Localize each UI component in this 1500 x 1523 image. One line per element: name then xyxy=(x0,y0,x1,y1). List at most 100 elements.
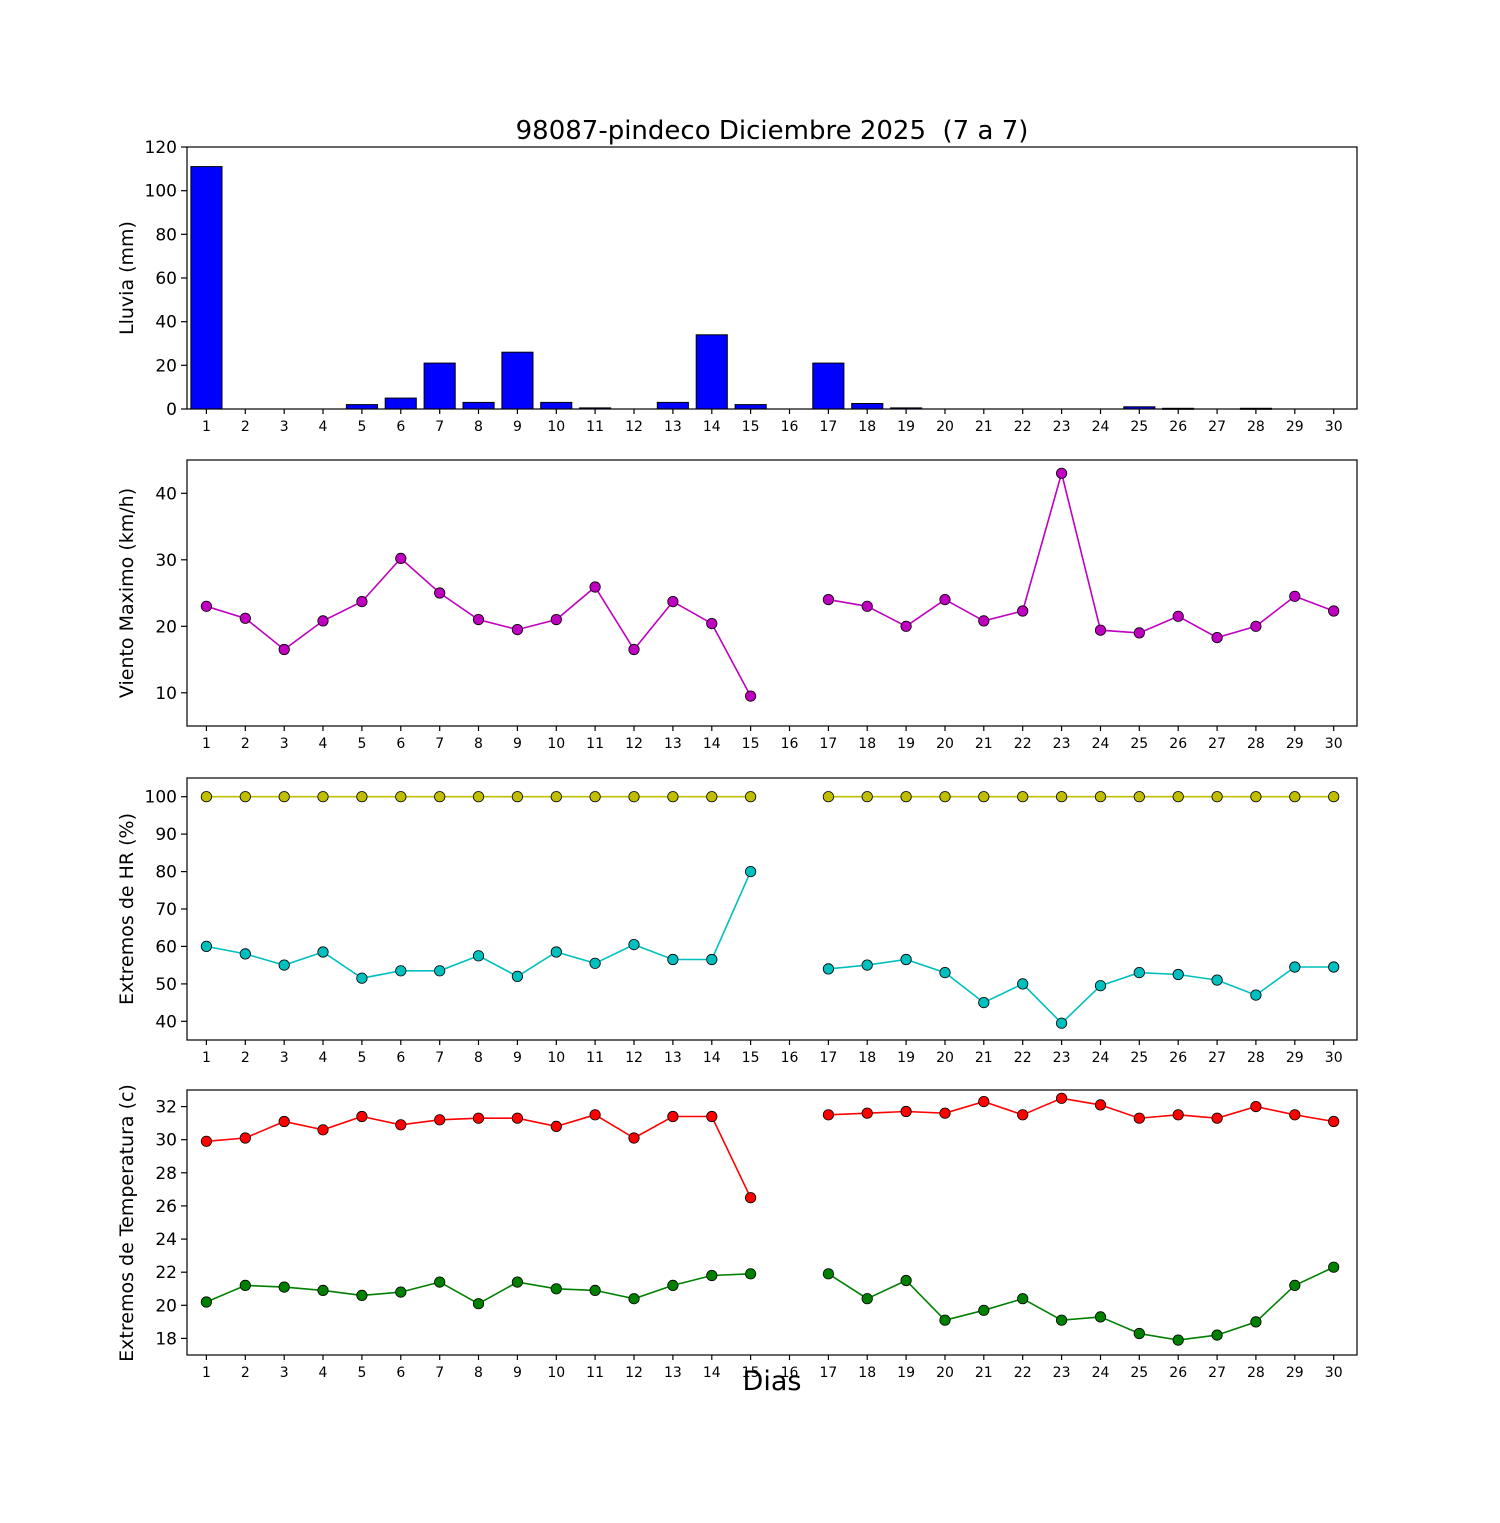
marker xyxy=(511,970,524,983)
x-tick-label: 20 xyxy=(936,1050,954,1066)
marker xyxy=(589,791,601,803)
marker xyxy=(1017,605,1029,617)
marker xyxy=(1289,961,1301,973)
marker xyxy=(667,1279,679,1292)
marker xyxy=(434,1276,446,1288)
x-tick-label: 23 xyxy=(1053,1050,1071,1066)
x-tick-label: 1 xyxy=(202,736,211,752)
chart-title: 98087-pindeco Diciembre 2025 (7 a 7) xyxy=(515,116,1029,146)
marker xyxy=(861,959,873,971)
x-tick-label: 10 xyxy=(547,736,565,752)
marker xyxy=(861,600,873,612)
x-tick-label: 29 xyxy=(1286,419,1304,435)
marker xyxy=(939,1314,951,1326)
marker xyxy=(1056,467,1068,479)
marker xyxy=(1094,1311,1107,1323)
y-tick-label: 30 xyxy=(155,551,177,571)
marker xyxy=(1017,1293,1029,1305)
x-tick-label: 8 xyxy=(474,1365,483,1381)
marker xyxy=(667,1110,679,1123)
x-tick-label: 19 xyxy=(897,736,915,752)
x-tick-label: 8 xyxy=(474,419,483,435)
x-tick-label: 29 xyxy=(1286,1365,1304,1381)
x-tick-label: 25 xyxy=(1130,1365,1148,1381)
x-tick-label: 1 xyxy=(202,419,211,435)
marker xyxy=(317,791,329,803)
marker xyxy=(200,1296,212,1308)
y-tick-label: 26 xyxy=(155,1197,177,1217)
x-tick-label: 18 xyxy=(858,1365,876,1381)
x-tick-label: 6 xyxy=(396,419,405,435)
marker xyxy=(939,966,951,979)
x-tick-label: 19 xyxy=(897,419,915,435)
marker xyxy=(1017,791,1029,803)
line xyxy=(206,1266,1335,1341)
marker xyxy=(550,1120,562,1133)
marker xyxy=(434,587,446,599)
x-tick-label: 6 xyxy=(396,736,405,752)
x-tick-label: 11 xyxy=(586,1050,604,1066)
marker xyxy=(1289,590,1301,602)
marker xyxy=(200,940,212,953)
marker xyxy=(822,963,835,975)
x-tick-label: 28 xyxy=(1247,1050,1265,1066)
x-tick-label: 30 xyxy=(1325,736,1343,752)
x-tick-label: 22 xyxy=(1014,419,1032,435)
marker xyxy=(395,1286,407,1298)
marker xyxy=(1056,1314,1068,1326)
y-tick-label: 80 xyxy=(155,863,177,883)
marker xyxy=(744,1268,757,1280)
marker xyxy=(511,623,524,636)
x-tick-label: 12 xyxy=(625,419,643,435)
x-tick-label: 23 xyxy=(1053,1365,1071,1381)
marker xyxy=(628,643,640,656)
marker xyxy=(1211,1329,1223,1341)
y-tick-label: 20 xyxy=(155,617,177,637)
marker xyxy=(1017,978,1029,990)
marker xyxy=(511,1276,524,1288)
bar xyxy=(384,397,417,410)
marker xyxy=(978,615,990,627)
marker xyxy=(744,690,757,702)
marker xyxy=(1328,961,1340,973)
marker xyxy=(589,581,601,593)
x-tick-label: 14 xyxy=(703,1050,721,1066)
x-tick-label: 17 xyxy=(819,736,837,752)
marker xyxy=(317,946,329,958)
marker xyxy=(939,593,951,606)
marker xyxy=(939,791,951,803)
x-tick-label: 24 xyxy=(1092,1050,1110,1066)
x-tick-label: 9 xyxy=(513,1365,522,1381)
x-tick-label: 18 xyxy=(858,736,876,752)
x-tick-label: 18 xyxy=(858,419,876,435)
marker xyxy=(861,1107,873,1119)
x-tick-label: 9 xyxy=(513,419,522,435)
y-tick-label: 28 xyxy=(155,1164,177,1184)
marker xyxy=(200,600,212,612)
marker xyxy=(861,791,873,803)
marker xyxy=(744,1192,757,1204)
x-tick-label: 17 xyxy=(819,419,837,435)
y-tick-label: 10 xyxy=(155,684,177,704)
y-tick-label: 100 xyxy=(145,788,177,808)
marker xyxy=(511,791,524,803)
x-tick-label: 27 xyxy=(1208,419,1226,435)
marker xyxy=(239,612,251,624)
x-tick-label: 14 xyxy=(703,736,721,752)
marker xyxy=(667,953,679,966)
x-tick-label: 28 xyxy=(1247,1365,1265,1381)
marker xyxy=(1133,966,1145,979)
marker xyxy=(978,996,990,1009)
x-tick-label: 29 xyxy=(1286,736,1304,752)
marker xyxy=(1172,1334,1184,1346)
marker xyxy=(589,1109,601,1121)
x-tick-label: 29 xyxy=(1286,1050,1304,1066)
bar xyxy=(695,334,728,410)
x-tick-label: 20 xyxy=(936,736,954,752)
marker xyxy=(550,946,562,958)
marker xyxy=(628,1132,640,1144)
marker xyxy=(200,791,212,803)
